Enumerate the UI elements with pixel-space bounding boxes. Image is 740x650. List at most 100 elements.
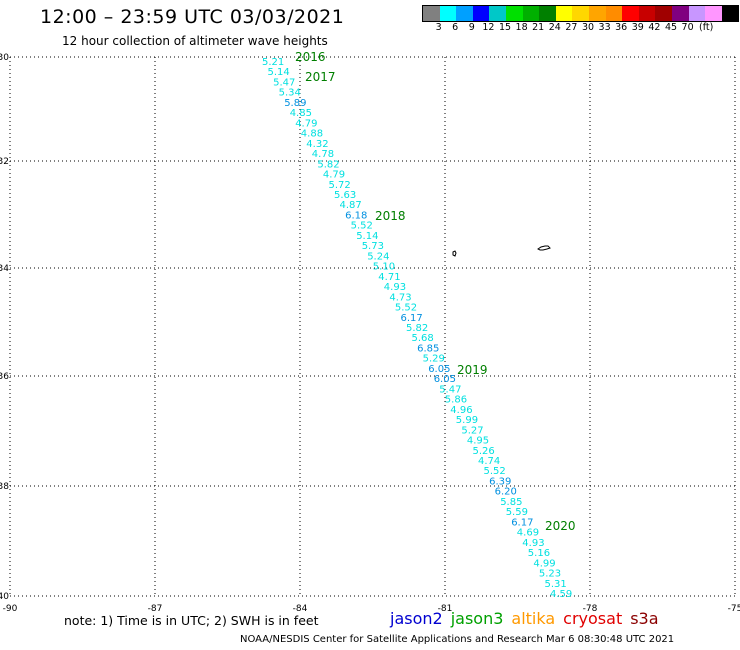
map-note: note: 1) Time is in UTC; 2) SWH is in fe… (64, 613, 319, 628)
latitude-label: -34 (0, 264, 9, 274)
year-label: 2016 (295, 50, 326, 64)
year-label: 2018 (375, 209, 406, 223)
wave-height-value: 6.05 (428, 364, 450, 375)
wave-height-value: 6.17 (511, 517, 533, 528)
year-label: 2017 (305, 70, 336, 84)
color-swatch (588, 6, 606, 21)
color-swatch (539, 6, 556, 21)
color-scale-label: 36 (615, 22, 628, 33)
color-scale-labels: 3 6 9 12 15 18 21 24 27 30 33 36 39 42 45 70 (ft) (422, 22, 740, 36)
color-swatch (671, 6, 689, 21)
wave-height-value: 5.72 (329, 180, 351, 191)
color-swatch (489, 6, 506, 21)
wave-height-value: 5.52 (351, 221, 373, 232)
color-scale-label: 21 (532, 22, 545, 33)
wave-height-value: 5.24 (367, 251, 389, 262)
wave-height-value: 4.96 (450, 405, 472, 416)
color-scale-label: 6 (452, 22, 459, 33)
wave-height-value: 4.79 (323, 170, 345, 181)
wave-height-value: 4.59 (550, 589, 572, 600)
wave-height-value: 4.93 (384, 282, 406, 293)
latitude-label: -36 (0, 372, 9, 382)
color-swatch (705, 6, 722, 21)
satellite-name: jason3 (450, 609, 504, 628)
wave-height-value: 4.99 (533, 558, 555, 569)
wave-height-value: 6.20 (495, 487, 517, 498)
wave-height-value: 4.79 (295, 118, 317, 129)
color-swatch (622, 6, 639, 21)
wave-height-value: 5.52 (484, 466, 506, 477)
wave-height-value: 4.32 (306, 139, 328, 150)
wave-height-value: 4.95 (467, 436, 489, 447)
wave-height-value: 4.78 (312, 149, 334, 160)
color-swatch (605, 6, 623, 21)
color-scale-label: 15 (498, 22, 512, 33)
longitude-label: -75 (728, 604, 740, 614)
wave-height-value: 5.63 (334, 190, 356, 201)
wave-height-value: 5.47 (273, 78, 295, 89)
year-labels: 2016 2017 2018 2019 2020 (295, 50, 576, 533)
wave-height-value: 5.86 (445, 395, 467, 406)
map-subtitle: 12 hour collection of altimeter wave hei… (62, 34, 328, 48)
color-scale-label: 9 (468, 22, 475, 33)
wave-height-value: 5.99 (456, 415, 478, 426)
satellite-legend: jason2 jason3 altika cryosat s3a (390, 609, 667, 628)
color-scale-label: 45 (664, 22, 678, 33)
wave-height-value: 5.29 (423, 354, 445, 365)
color-scale-label: (ft) (699, 22, 714, 33)
color-swatch (721, 6, 739, 21)
longitude-label: -84 (293, 604, 308, 614)
color-scale-label: 27 (565, 22, 578, 33)
color-swatch (638, 6, 656, 21)
color-swatch (688, 6, 706, 21)
wave-height-value: 5.59 (506, 507, 528, 518)
color-swatch (655, 6, 672, 21)
color-scale-label: 39 (631, 22, 644, 33)
altimeter-track: 5.215.145.475.345.894.854.794.884.324.78… (262, 57, 572, 600)
wave-height-value: 4.73 (389, 292, 411, 303)
year-label: 2019 (457, 363, 488, 377)
latitude-label: -40 (0, 592, 9, 602)
color-swatch (522, 6, 540, 21)
wave-height-value: 5.82 (317, 159, 339, 170)
color-scale-label: 42 (648, 22, 661, 33)
satellite-name: altika (511, 609, 556, 628)
latitude-label: -32 (0, 157, 9, 167)
wave-height-value: 5.68 (412, 333, 434, 344)
map-footer: NOAA/NESDIS Center for Satellite Applica… (240, 634, 675, 645)
wave-height-value: 4.88 (301, 129, 323, 140)
longitude-label: -90 (3, 604, 18, 614)
island-large (537, 245, 551, 251)
latitude-label: -38 (0, 482, 9, 492)
wave-height-value: 6.39 (489, 477, 511, 488)
wave-height-value: 5.89 (284, 98, 306, 109)
wave-height-value: 5.21 (262, 57, 284, 68)
wave-height-value: 5.16 (528, 548, 550, 559)
wave-height-value: 5.52 (395, 303, 417, 314)
wave-height-value: 4.85 (290, 108, 312, 119)
map-title: 12:00 – 23:59 UTC 03/03/2021 (40, 6, 345, 28)
wave-height-value: 5.85 (500, 497, 522, 508)
color-swatch (572, 6, 589, 21)
color-swatch (456, 6, 473, 21)
color-swatch (472, 6, 490, 21)
wave-height-value: 6.18 (345, 211, 367, 222)
wave-height-value: 5.82 (406, 323, 428, 334)
axis-tick-labels: -30 -32 -34 -36 -38 -40 -90 -87 -84 -81 -78 -75 (0, 53, 740, 614)
wave-height-value: 5.34 (279, 88, 301, 99)
wave-height-value: 5.47 (439, 384, 461, 395)
color-scale-label: 70 (681, 22, 694, 33)
satellite-name: jason2 (390, 609, 443, 628)
color-swatch (555, 6, 573, 21)
island-small (452, 250, 457, 257)
wave-height-value: 5.23 (539, 569, 561, 580)
island-outlines (452, 245, 551, 257)
color-swatch (439, 6, 457, 21)
wave-height-value: 4.93 (522, 538, 544, 549)
color-scale-label: 30 (581, 22, 595, 33)
wave-height-value: 4.71 (378, 272, 400, 283)
color-scale-label: 24 (548, 22, 561, 33)
wave-height-value: 4.87 (340, 200, 362, 211)
wave-height-value: 4.69 (517, 528, 539, 539)
